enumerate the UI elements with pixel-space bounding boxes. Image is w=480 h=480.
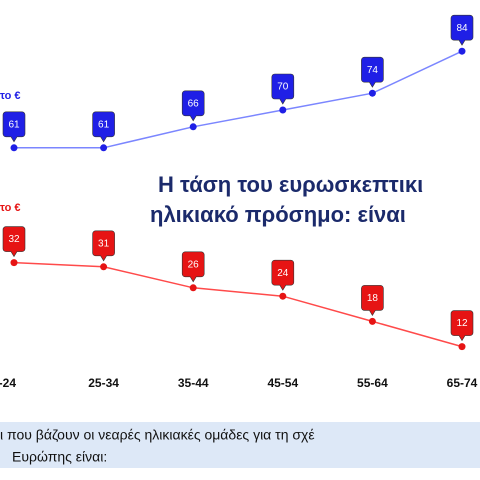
x-tick-label: 45-54: [267, 376, 298, 390]
x-tick-label: 65-74: [447, 376, 478, 390]
point: [100, 144, 108, 152]
value-callout: [271, 73, 295, 105]
series-name: το €: [0, 90, 21, 102]
value-label: 31: [98, 238, 110, 249]
chart-title: Η τάση του ευρωσκεπτικι: [158, 172, 423, 197]
value-callout: [450, 310, 474, 342]
point: [279, 106, 287, 114]
point: [368, 317, 376, 325]
series-name: το €: [0, 202, 21, 214]
value-label: 74: [367, 65, 379, 76]
point: [458, 343, 466, 351]
value-callout: [361, 56, 384, 88]
value-label: 84: [456, 23, 468, 34]
value-label: 61: [8, 119, 20, 130]
value-callout: [271, 259, 295, 291]
x-tick-label: 25-34: [88, 376, 119, 390]
footer-text: Ευρώπης είναι:: [12, 449, 107, 465]
point: [458, 47, 466, 55]
x-tick-label: 55-64: [357, 376, 388, 390]
point: [279, 292, 287, 300]
value-label: 61: [98, 119, 110, 130]
series-line: [14, 50, 463, 149]
value-label: 24: [277, 268, 289, 279]
x-tick-label: 8-24: [0, 376, 16, 390]
value-label: 70: [277, 82, 289, 93]
chart-title: ηλικιακό πρόσημο: είναι: [150, 202, 406, 227]
point: [189, 284, 197, 292]
value-callout: [181, 251, 205, 283]
value-label: 32: [8, 234, 20, 245]
value-label: 18: [367, 293, 379, 304]
point: [100, 263, 108, 271]
point: [368, 89, 376, 97]
footer-band: [0, 422, 480, 468]
value-label: 12: [456, 318, 468, 329]
value-callout: [450, 14, 474, 46]
value-callout: [181, 90, 205, 122]
x-tick-label: 35-44: [178, 376, 209, 390]
footer-text: ι που βάζουν οι νεαρές ηλικιακές ομάδες …: [0, 427, 315, 443]
value-callout: [92, 111, 115, 143]
value-callout: [2, 111, 26, 143]
point: [10, 259, 18, 267]
value-label: 26: [188, 259, 200, 270]
value-label: 66: [188, 98, 200, 109]
point: [10, 144, 18, 152]
value-callout: [2, 226, 26, 258]
series-line: [13, 261, 463, 348]
value-callout: [92, 230, 115, 262]
point: [189, 123, 197, 131]
value-callout: [361, 285, 384, 316]
